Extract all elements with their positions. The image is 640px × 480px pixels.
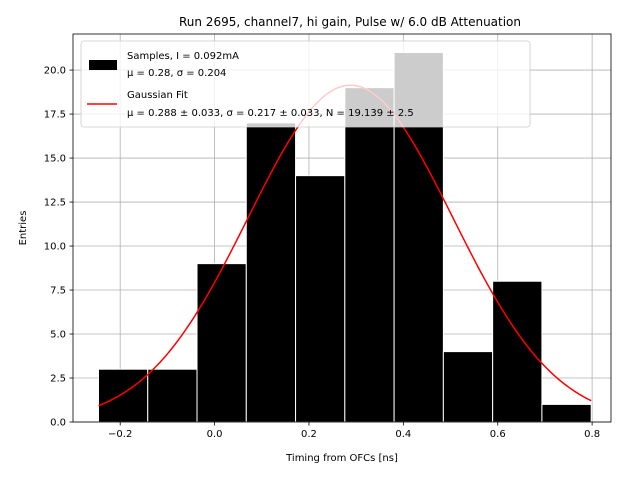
y-tick-label: 5.0 (50, 330, 66, 341)
chart-title: Run 2695, channel7, hi gain, Pulse w/ 6.… (179, 15, 521, 29)
x-tick-label: 0.8 (584, 429, 600, 440)
legend-fit-label-1: Gaussian Fit (127, 90, 188, 101)
y-tick-label: 15.0 (44, 154, 66, 165)
x-tick-label: 0.0 (207, 429, 223, 440)
legend: Samples, I = 0.092mA μ = 0.28, σ = 0.204… (80, 40, 531, 128)
y-tick-label: 0.0 (50, 418, 66, 429)
histogram-bar (295, 175, 346, 423)
legend-box (80, 40, 531, 128)
x-tick-label: 0.6 (490, 429, 506, 440)
histogram-bar (344, 87, 395, 423)
histogram-bar (196, 263, 247, 423)
legend-fit-label-2: μ = 0.288 ± 0.033, σ = 0.217 ± 0.033, N … (127, 108, 414, 119)
axes-frame (72, 33, 612, 423)
y-tick-label: 7.5 (50, 286, 66, 297)
x-axis-ticks: −0.2 0.0 0.2 0.4 0.6 0.8 (108, 422, 600, 440)
y-tick-label: 17.5 (44, 110, 66, 121)
histogram-bar (541, 403, 592, 423)
histogram-bar (245, 122, 297, 423)
y-tick-label: 2.5 (50, 374, 66, 385)
y-axis-ticks: 0.0 2.5 5.0 7.5 10.0 12.5 15.0 17.5 20.0 (44, 66, 73, 429)
x-tick-label: −0.2 (108, 429, 132, 440)
legend-samples-label-2: μ = 0.28, σ = 0.204 (127, 68, 226, 79)
legend-samples-label-1: Samples, I = 0.092mA (127, 51, 239, 62)
y-tick-label: 20.0 (44, 66, 66, 77)
histogram-bar (97, 368, 149, 423)
histogram-bar (492, 280, 543, 423)
y-tick-label: 10.0 (44, 242, 66, 253)
x-tick-label: 0.2 (301, 429, 317, 440)
y-axis-label: Entries (18, 211, 29, 246)
y-tick-label: 12.5 (44, 198, 66, 209)
histogram-bar (147, 368, 198, 423)
legend-samples-swatch (89, 60, 117, 70)
x-tick-label: 0.4 (395, 429, 411, 440)
histogram-bar (442, 351, 494, 423)
histogram-bars (97, 51, 592, 423)
x-axis-label: Timing from OFCs [ns] (285, 453, 398, 464)
